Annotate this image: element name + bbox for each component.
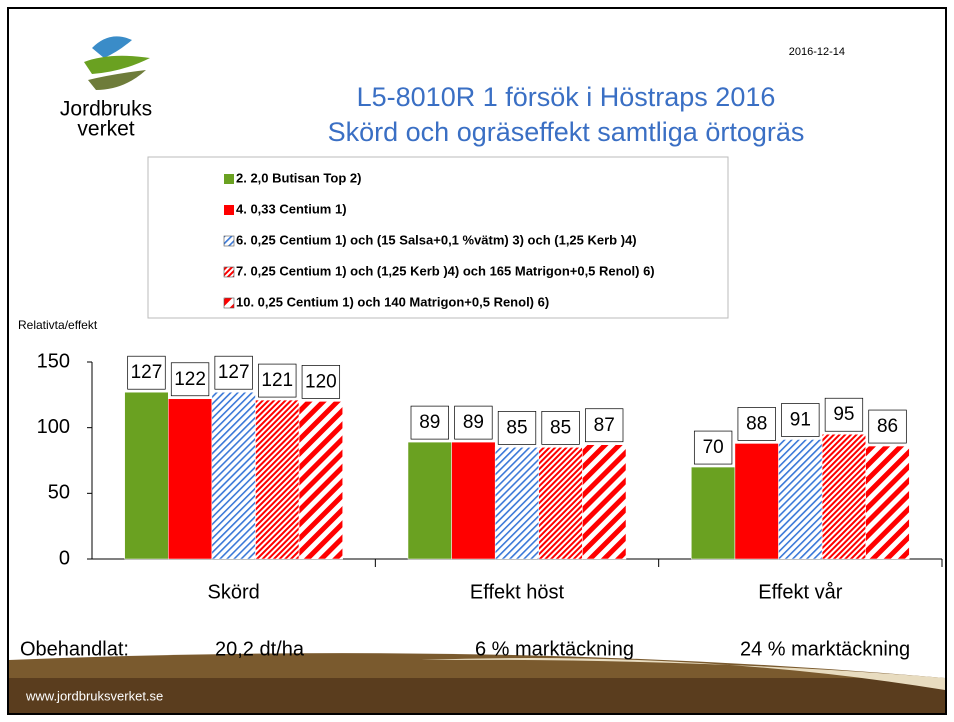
bar (298, 401, 343, 560)
data-label: 88 (746, 413, 767, 434)
data-label-box (824, 397, 864, 432)
data-label-box (454, 405, 493, 440)
bar (451, 441, 496, 560)
legend-swatch (224, 174, 234, 184)
logo-text: Jordbruks (60, 98, 152, 121)
bar (211, 391, 256, 560)
legend-label: 6. 0,25 Centium 1) och (15 Salsa+0,1 %vä… (236, 232, 637, 247)
legend-box (147, 156, 729, 319)
y-tick-label: 50 (48, 482, 70, 504)
bar (821, 433, 866, 560)
bar (582, 444, 627, 560)
data-label-box (693, 430, 733, 465)
data-label: 86 (877, 416, 898, 437)
data-label: 87 (594, 415, 615, 436)
bar (255, 399, 300, 560)
data-label: 91 (790, 410, 811, 431)
footer-url: www.jordbruksverket.se (25, 688, 163, 703)
legend-label: 10. 0,25 Centium 1) och 140 Matrigon+0,5… (236, 294, 549, 309)
data-label-box (497, 411, 537, 445)
frame (7, 7, 947, 715)
data-label: 89 (419, 412, 440, 433)
data-label: 95 (833, 404, 854, 425)
x-tick-label: Skörd (208, 581, 260, 603)
legend-swatch (223, 266, 235, 278)
data-label-box (781, 403, 820, 437)
chart-title: L5-8010R 1 försök i Höstraps 2016 (357, 82, 776, 112)
data-label: 89 (463, 412, 484, 433)
annotation: 20,2 dt/ha (215, 638, 305, 660)
data-label: 122 (174, 369, 206, 390)
data-label-box (410, 405, 449, 440)
bar (734, 443, 779, 560)
y-tick-label: 100 (37, 416, 70, 438)
data-label-box (127, 355, 166, 390)
legend-label: 7. 0,25 Centium 1) och (1,25 Kerb )4) oc… (236, 263, 655, 278)
legend-swatch (223, 235, 235, 247)
bar (865, 445, 910, 560)
data-label-box (214, 355, 253, 390)
bar (168, 398, 213, 560)
bar (691, 466, 736, 560)
bar (407, 441, 452, 560)
data-label: 127 (131, 362, 163, 383)
data-label-box (170, 362, 210, 397)
logo: Jordbruks verket (60, 36, 152, 141)
bar (778, 439, 823, 560)
data-label-box (258, 363, 297, 398)
y-tick-label: 150 (37, 350, 70, 372)
bar (494, 447, 540, 560)
date: 2016-12-14 (789, 46, 845, 58)
legend-swatch (223, 297, 235, 309)
data-label: 85 (506, 417, 527, 438)
data-label: 127 (218, 362, 250, 383)
data-label: 121 (261, 370, 293, 391)
footer: www.jordbruksverket.se (9, 653, 945, 713)
y-tick-label: 0 (59, 547, 70, 569)
annotation: 24 % marktäckning (740, 638, 910, 660)
data-label-box (868, 409, 907, 444)
data-label-box (541, 411, 580, 445)
data-label: 85 (550, 417, 571, 438)
data-label: 70 (703, 437, 724, 458)
legend-label: 4. 0,33 Centium 1) (236, 201, 347, 216)
chart-subtitle: Skörd och ogräseffekt samtliga örtogräs (328, 117, 805, 147)
y-axis-label: Relativta/effekt (18, 318, 98, 332)
legend-label: 2. 2,0 Butisan Top 2) (236, 170, 361, 185)
x-tick-label: Effekt vår (758, 581, 842, 603)
logo-text: verket (77, 118, 134, 141)
data-label-box (737, 407, 776, 441)
data-label-box (585, 408, 624, 443)
x-tick-label: Effekt höst (470, 581, 565, 603)
bar (538, 447, 583, 560)
annotation: 6 % marktäckning (475, 638, 634, 660)
bar (124, 391, 169, 560)
data-label: 120 (305, 371, 337, 392)
data-label-box (301, 365, 341, 399)
annotation: Obehandlat: (20, 638, 129, 660)
legend-swatch (224, 205, 234, 215)
